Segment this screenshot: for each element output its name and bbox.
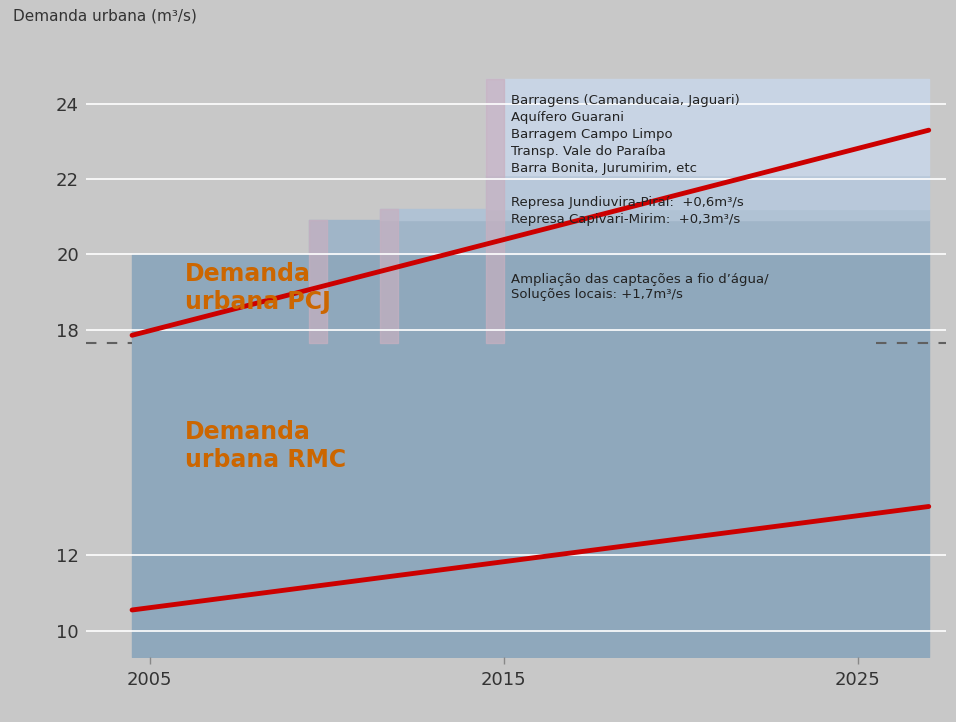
Text: Aquífero Guarani: Aquífero Guarani xyxy=(511,111,624,124)
Text: Barra Bonita, Jurumirim, etc: Barra Bonita, Jurumirim, etc xyxy=(511,162,697,175)
Text: Represa Jundiuvira-Piraí:  +0,6m³/s: Represa Jundiuvira-Piraí: +0,6m³/s xyxy=(511,196,744,209)
Text: Transp. Vale do Paraíba: Transp. Vale do Paraíba xyxy=(511,145,665,158)
Text: Demanda
urbana RMC: Demanda urbana RMC xyxy=(185,420,346,471)
Text: Barragem Campo Limpo: Barragem Campo Limpo xyxy=(511,129,673,142)
Text: Barragens (Camanducaia, Jaguari): Barragens (Camanducaia, Jaguari) xyxy=(511,95,740,108)
Text: Ampliação das captações a fio d’água/
Soluções locais: +1,7m³/s: Ampliação das captações a fio d’água/ So… xyxy=(511,273,769,301)
Text: Demanda
urbana PCJ: Demanda urbana PCJ xyxy=(185,262,331,313)
Text: Demanda urbana (m³/s): Demanda urbana (m³/s) xyxy=(12,9,197,24)
Text: Represa Capivari-Mirim:  +0,3m³/s: Represa Capivari-Mirim: +0,3m³/s xyxy=(511,213,740,226)
